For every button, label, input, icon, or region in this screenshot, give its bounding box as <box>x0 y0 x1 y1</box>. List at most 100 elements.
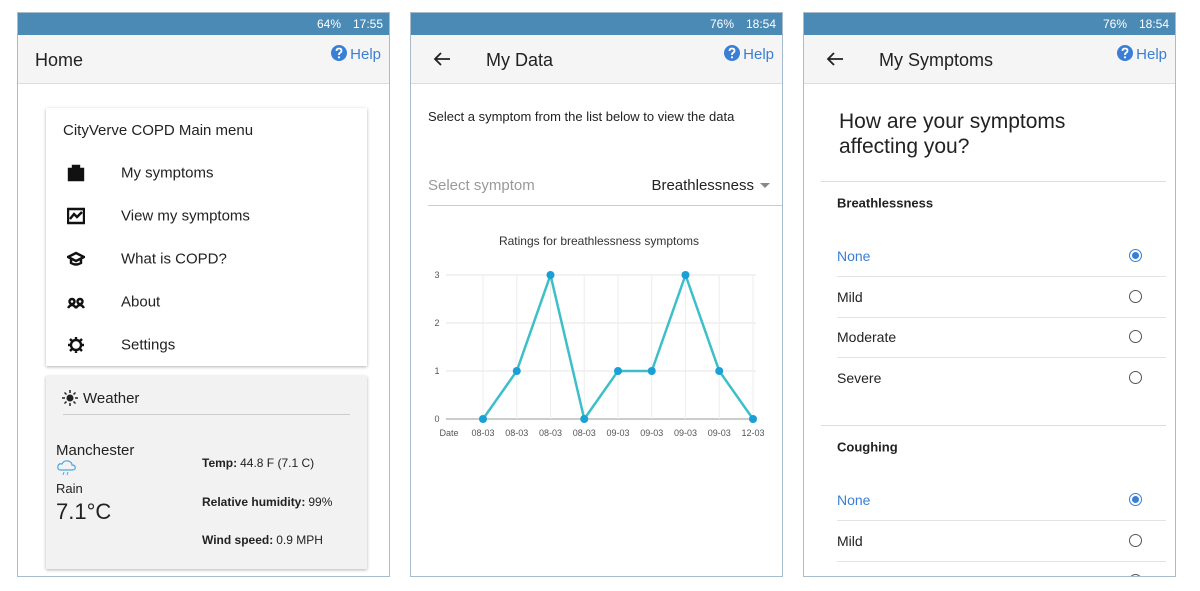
weather-card <box>46 376 367 569</box>
status-bar: 76% 18:54 <box>411 13 782 35</box>
x-tick-label: 08-03 <box>573 428 596 438</box>
detail-value: 99% <box>308 494 333 509</box>
time: 18:54 <box>1138 17 1169 31</box>
screen-title: Home <box>35 50 84 70</box>
y-tick-label: 1 <box>434 366 439 376</box>
help-icon <box>331 45 348 61</box>
rain-icon <box>57 460 76 476</box>
weather-detail: Temp: 44.8 F (7.1 C) <box>202 456 314 470</box>
menu-icon <box>67 164 85 182</box>
data-point <box>512 367 521 375</box>
back-arrow[interactable] <box>826 51 844 67</box>
phone-my-data: 76% 18:54 My Data Help Select a symptom … <box>410 12 783 577</box>
screen-title: My Data <box>486 50 554 70</box>
option-label[interactable]: Mild <box>837 532 863 549</box>
menu-icon <box>68 337 84 353</box>
time: 18:54 <box>745 17 776 31</box>
radio[interactable] <box>1129 493 1142 506</box>
help-icon <box>1117 45 1134 61</box>
option-label[interactable]: Mild <box>837 288 863 305</box>
menu-icon <box>67 297 85 309</box>
radio[interactable] <box>1129 371 1142 385</box>
battery: 76% <box>1102 17 1127 31</box>
divider <box>63 414 350 415</box>
select-value[interactable]: Breathlessness <box>651 177 754 194</box>
help-text: Help <box>350 46 381 63</box>
option-label[interactable]: Moderate <box>837 573 896 576</box>
select-label: Select symptom <box>428 177 535 194</box>
data-point <box>479 415 487 423</box>
help[interactable]: Help <box>724 45 774 63</box>
menu-item[interactable]: About <box>121 293 161 311</box>
time: 17:55 <box>352 17 383 31</box>
section-divider <box>821 425 1166 426</box>
help-text: Help <box>1136 46 1167 63</box>
dropdown-arrow[interactable] <box>760 183 770 189</box>
menu-item[interactable]: My symptoms <box>121 164 214 182</box>
battery: 76% <box>709 17 734 31</box>
back-arrow[interactable] <box>433 51 451 67</box>
x-tick-label: 08-03 <box>539 428 562 438</box>
chart-title: Ratings for breathlessness symptoms <box>499 234 699 248</box>
detail-label: Relative humidity: <box>202 494 306 509</box>
menu-item[interactable]: Settings <box>121 336 176 354</box>
app-bar: My Symptoms Help <box>804 35 1175 84</box>
option-label[interactable]: None <box>837 492 871 508</box>
radio[interactable] <box>1129 533 1142 547</box>
chart: Ratings for breathlessness symptoms 0 1 2 3 D… <box>434 234 764 438</box>
icon-shape <box>67 207 85 225</box>
detail-value: 44.8 F (7.1 C) <box>240 456 315 470</box>
menu-item[interactable]: View my symptoms <box>121 207 250 225</box>
data-point <box>614 367 622 375</box>
y-tick-label: 0 <box>434 414 439 424</box>
x-tick-label: 12-03 <box>741 428 764 438</box>
menu-title: CityVerve COPD Main menu <box>63 122 254 139</box>
help[interactable]: Help <box>331 45 381 63</box>
icon-shape <box>68 337 84 353</box>
x-tick-label: 08-03 <box>505 428 528 438</box>
section-divider <box>821 181 1166 182</box>
weather-detail: Wind speed: 0.9 MPH <box>202 533 323 547</box>
battery: 64% <box>316 17 341 31</box>
data-point <box>715 367 724 375</box>
x-tick-label: 09-03 <box>640 428 663 438</box>
weather-title: Weather <box>83 390 140 407</box>
radio[interactable] <box>1129 249 1142 262</box>
menu-card <box>46 108 367 366</box>
sun-icon <box>62 390 78 406</box>
option-label[interactable]: None <box>837 248 871 264</box>
radio-dot <box>1132 496 1139 503</box>
radio[interactable] <box>1129 330 1142 344</box>
menu-item[interactable]: What is COPD? <box>121 250 227 268</box>
detail-value: 0.9 MPH <box>276 533 323 547</box>
app-bar: My Data Help <box>411 35 782 84</box>
temperature: 7.1°C <box>56 499 112 524</box>
question: How are your symptoms affecting you? <box>839 110 1066 158</box>
option-divider <box>837 316 1166 318</box>
option-divider <box>837 357 1166 359</box>
detail-label: Temp: <box>202 456 238 470</box>
detail-label: Wind speed: <box>202 533 274 547</box>
radio[interactable] <box>1129 574 1142 576</box>
phone-home: 64% 17:55 Home Help CityVerve COPD Main … <box>17 12 390 577</box>
option-label[interactable]: Moderate <box>837 329 897 346</box>
option-label[interactable]: Severe <box>837 370 882 387</box>
data-point <box>647 367 656 375</box>
data-point <box>580 415 589 423</box>
radio[interactable] <box>1129 289 1142 303</box>
data-point <box>749 415 757 423</box>
status-bar: 64% 17:55 <box>18 13 389 35</box>
x-tick-label: 09-03 <box>708 428 731 438</box>
radio-dot <box>1132 252 1139 259</box>
help-text: Help <box>743 46 774 63</box>
y-tick-label: 3 <box>434 270 439 280</box>
icon-shape <box>67 297 85 309</box>
x-tick-label: 08-03 <box>471 428 494 438</box>
status-bar: 76% 18:54 <box>804 13 1175 35</box>
condition: Rain <box>56 481 83 496</box>
city: Manchester <box>56 442 135 459</box>
menu-icon <box>67 207 85 225</box>
help[interactable]: Help <box>1117 45 1167 63</box>
weather-detail: Relative humidity: 99% <box>202 495 332 509</box>
data-point <box>546 271 555 279</box>
